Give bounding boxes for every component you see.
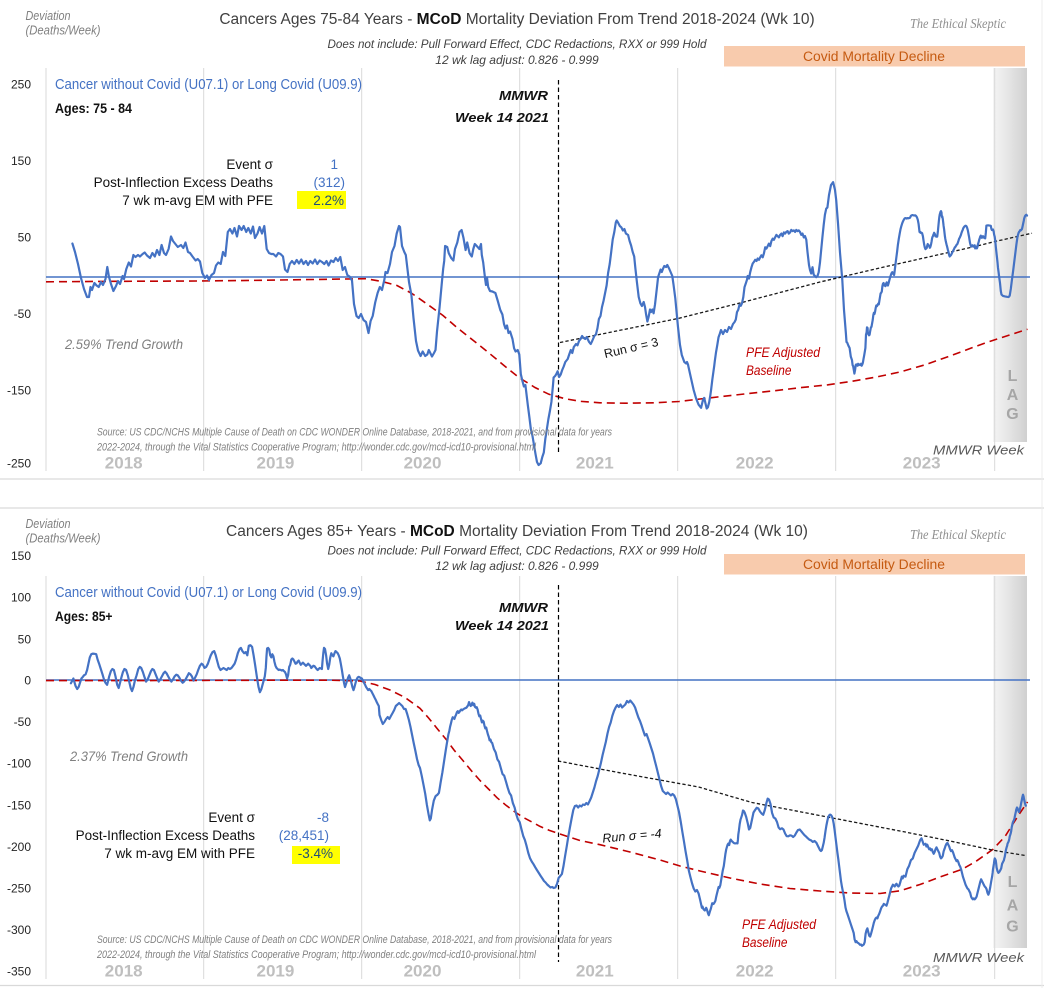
svg-text:0: 0: [24, 674, 31, 688]
svg-text:2.59% Trend Growth: 2.59% Trend Growth: [64, 336, 183, 352]
svg-text:(Deaths/Week): (Deaths/Week): [26, 532, 101, 546]
svg-text:(Deaths/Week): (Deaths/Week): [26, 24, 101, 38]
svg-text:12 wk lag adjust: 0.826 - 0.99: 12 wk lag adjust: 0.826 - 0.999: [435, 559, 599, 573]
svg-text:250: 250: [11, 77, 31, 91]
svg-text:2020: 2020: [404, 962, 442, 981]
svg-text:2019: 2019: [256, 454, 294, 473]
svg-text:Ages: 75 - 84: Ages: 75 - 84: [55, 101, 132, 116]
svg-text:Cancer without Covid (U07.1) o: Cancer without Covid (U07.1) or Long Cov…: [55, 584, 362, 601]
svg-text:-350: -350: [7, 965, 31, 979]
svg-text:(312): (312): [313, 175, 345, 190]
svg-text:Post-Inflection Excess Deaths: Post-Inflection Excess Deaths: [94, 175, 274, 190]
svg-text:2022-2024, through the Vital S: 2022-2024, through the Vital Statistics …: [96, 949, 536, 961]
svg-text:2.37% Trend Growth: 2.37% Trend Growth: [69, 748, 188, 764]
svg-text:L: L: [1008, 874, 1018, 891]
svg-text:150: 150: [11, 154, 31, 168]
svg-text:-250: -250: [7, 882, 31, 896]
svg-text:MMWR Week: MMWR Week: [933, 950, 1026, 965]
svg-text:Week 14 2021: Week 14 2021: [455, 110, 549, 125]
svg-text:Baseline: Baseline: [746, 363, 792, 378]
svg-text:150: 150: [11, 549, 31, 563]
svg-text:2021: 2021: [576, 962, 614, 981]
svg-text:Source: US CDC/NCHS Multiple C: Source: US CDC/NCHS Multiple Cause of De…: [97, 427, 612, 439]
svg-text:(28,451): (28,451): [279, 828, 329, 843]
svg-text:Deviation: Deviation: [26, 517, 71, 531]
svg-text:L: L: [1008, 368, 1018, 385]
svg-text:A: A: [1007, 387, 1019, 404]
svg-text:Covid Mortality Decline: Covid Mortality Decline: [803, 557, 945, 572]
svg-text:Cancer without Covid (U07.1) o: Cancer without Covid (U07.1) or Long Cov…: [55, 76, 362, 93]
svg-text:-150: -150: [7, 383, 31, 397]
svg-text:7 wk m-avg EM with PFE: 7 wk m-avg EM with PFE: [122, 193, 273, 208]
svg-text:50: 50: [18, 632, 32, 646]
svg-text:7 wk m-avg EM with PFE: 7 wk m-avg EM with PFE: [104, 846, 255, 861]
svg-text:-100: -100: [7, 757, 31, 771]
svg-text:2022: 2022: [736, 962, 774, 981]
svg-text:The Ethical Skeptic: The Ethical Skeptic: [910, 16, 1006, 31]
svg-text:2022-2024, through the Vital S: 2022-2024, through the Vital Statistics …: [96, 442, 536, 454]
svg-text:-150: -150: [7, 798, 31, 812]
svg-text:MMWR: MMWR: [499, 88, 549, 103]
svg-text:Run σ = -4: Run σ = -4: [602, 826, 662, 845]
svg-text:G: G: [1006, 919, 1018, 936]
svg-text:2023: 2023: [903, 454, 941, 473]
svg-text:Does not include: Pull Forward: Does not include: Pull Forward Effect, C…: [328, 37, 707, 51]
svg-text:-3.4%: -3.4%: [298, 846, 333, 861]
svg-text:A: A: [1007, 898, 1019, 915]
svg-text:-8: -8: [317, 810, 329, 825]
svg-text:PFE Adjusted: PFE Adjusted: [746, 345, 820, 360]
svg-text:Cancers Ages 85+ Years - MCoD: Cancers Ages 85+ Years - MCoD Mortality …: [226, 523, 808, 540]
svg-text:MMWR: MMWR: [499, 600, 549, 615]
svg-text:Deviation: Deviation: [26, 9, 71, 23]
svg-text:2023: 2023: [903, 962, 941, 981]
svg-text:-50: -50: [14, 307, 32, 321]
svg-text:Covid Mortality Decline: Covid Mortality Decline: [803, 49, 945, 64]
svg-text:-50: -50: [14, 715, 32, 729]
svg-text:2021: 2021: [576, 454, 614, 473]
svg-text:PFE Adjusted: PFE Adjusted: [742, 917, 816, 932]
svg-text:2022: 2022: [736, 454, 774, 473]
svg-text:1: 1: [330, 157, 338, 172]
svg-text:Event σ: Event σ: [208, 810, 255, 825]
svg-text:Baseline: Baseline: [742, 935, 788, 950]
svg-text:2018: 2018: [105, 962, 143, 981]
svg-text:2018: 2018: [105, 454, 143, 473]
svg-text:-250: -250: [7, 456, 31, 470]
svg-text:-200: -200: [7, 840, 31, 854]
svg-text:Cancers Ages 75-84 Years - MCo: Cancers Ages 75-84 Years - MCoD Mortalit…: [219, 11, 814, 28]
svg-text:50: 50: [18, 230, 32, 244]
svg-text:The Ethical Skeptic: The Ethical Skeptic: [910, 527, 1006, 542]
svg-text:-300: -300: [7, 923, 31, 937]
svg-text:MMWR Week: MMWR Week: [933, 443, 1026, 458]
svg-text:12 wk lag adjust: 0.826 - 0.99: 12 wk lag adjust: 0.826 - 0.999: [435, 53, 599, 67]
svg-text:Ages: 85+: Ages: 85+: [55, 609, 113, 624]
svg-text:2.2%: 2.2%: [313, 193, 344, 208]
svg-text:Week 14 2021: Week 14 2021: [455, 618, 549, 633]
svg-text:Source: US CDC/NCHS Multiple C: Source: US CDC/NCHS Multiple Cause of De…: [97, 934, 612, 946]
svg-text:G: G: [1006, 406, 1018, 423]
svg-text:Post-Inflection Excess Deaths: Post-Inflection Excess Deaths: [76, 828, 256, 843]
svg-text:2020: 2020: [404, 454, 442, 473]
svg-text:100: 100: [11, 591, 31, 605]
svg-text:2019: 2019: [256, 962, 294, 981]
svg-text:Event σ: Event σ: [226, 157, 273, 172]
svg-text:Does not include: Pull Forward: Does not include: Pull Forward Effect, C…: [328, 544, 707, 558]
